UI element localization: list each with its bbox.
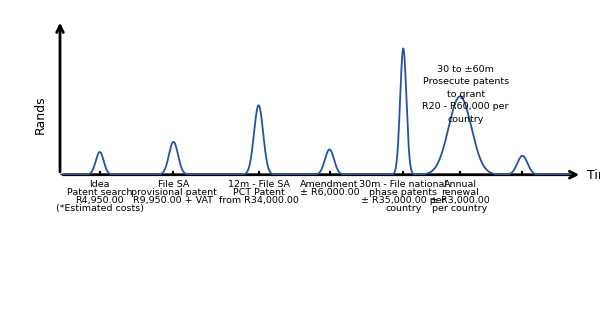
Text: 30m - File national: 30m - File national [359,180,447,189]
Text: File SA: File SA [158,180,189,189]
Text: Amendment: Amendment [300,180,359,189]
Text: phase patents: phase patents [369,188,437,197]
Text: Time: Time [587,169,600,182]
Text: ± R3,000.00: ± R3,000.00 [430,196,490,205]
Text: R4,950.00: R4,950.00 [76,196,124,205]
Text: ± R6,000.00: ± R6,000.00 [299,188,359,197]
Text: Rands: Rands [34,95,47,134]
Text: (*Estimated costs): (*Estimated costs) [56,204,144,213]
Text: ± R35,000.00 per: ± R35,000.00 per [361,196,446,205]
Text: renewal: renewal [441,188,479,197]
Text: R9,950.00 + VAT: R9,950.00 + VAT [133,196,214,205]
Text: Annual: Annual [443,180,476,189]
Text: Patent search: Patent search [67,188,133,197]
Text: per country: per country [433,204,488,213]
Text: country: country [385,204,421,213]
Text: Idea: Idea [89,180,110,189]
Text: PCT Patent: PCT Patent [233,188,284,197]
Text: from R34,000.00: from R34,000.00 [218,196,299,205]
Text: 30 to ±60m
Prosecute patents
to grant
R20 - R60,000 per
country: 30 to ±60m Prosecute patents to grant R2… [422,65,509,124]
Text: 12m - File SA: 12m - File SA [227,180,290,189]
Text: provisional patent: provisional patent [131,188,217,197]
